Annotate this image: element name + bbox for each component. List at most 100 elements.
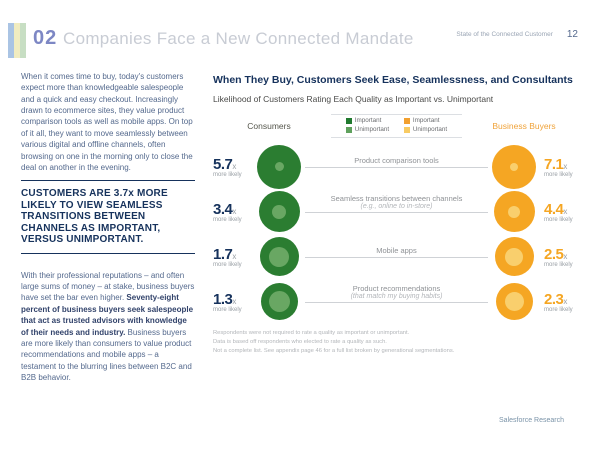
quality-label: Product recommendations — [352, 283, 441, 293]
chart-row-product-recommendations: 1.3x more likely Product recommendations… — [213, 279, 580, 324]
consumer-circle-wrap — [253, 191, 305, 232]
row-center: Seamless transitions between channels (e… — [305, 189, 488, 234]
business-important-swatch-icon — [403, 118, 410, 125]
callout-stat: CUSTOMERS ARE 3.7x MORE LIKELY TO VIEW S… — [21, 188, 168, 246]
divider-top — [21, 180, 195, 182]
chart-row-seamless-transitions: 3.4x more likely Seamless transitions be… — [213, 189, 580, 234]
consumers-column-label: Consumers — [247, 121, 291, 131]
section-number: 02 — [33, 27, 58, 49]
business-unimportant-dot — [504, 292, 524, 311]
business-circle-wrap — [488, 283, 540, 320]
business-important-circle — [493, 191, 535, 232]
stripe-green — [20, 23, 26, 58]
row-center: Product comparison tools — [305, 144, 488, 189]
business-value: 7.1 — [544, 155, 564, 173]
business-unimportant-label: Unimportant — [412, 125, 448, 133]
more-likely-label: more likely — [213, 216, 242, 223]
consumer-multiplier: 1.3x more likely — [213, 291, 253, 313]
consumer-unimportant-dot — [272, 204, 286, 219]
x-suffix: x — [232, 251, 237, 261]
consumer-circle-wrap — [253, 237, 305, 276]
legend-box: Important Unimportant Important Unimport… — [331, 114, 462, 138]
x-suffix: x — [563, 296, 568, 306]
header-right: State of the Connected Customer 12 — [456, 29, 578, 40]
business-unimportant-dot — [510, 162, 518, 171]
row-center: Product recommendations (that match my b… — [305, 279, 488, 324]
business-unimportant-dot — [508, 205, 520, 218]
chart-row-product-comparison-tools: 5.7x more likely Product comparison tool… — [213, 144, 580, 189]
business-unimportant-dot — [505, 247, 523, 266]
more-likely-label: more likely — [544, 171, 573, 178]
x-suffix: x — [563, 251, 568, 261]
consumer-unimportant-label: Unimportant — [354, 125, 390, 133]
x-suffix: x — [563, 206, 568, 216]
x-suffix: x — [232, 206, 237, 216]
more-likely-label: more likely — [213, 171, 242, 178]
quality-label: Seamless transitions between channels — [330, 193, 463, 203]
stripe-blue — [8, 23, 14, 58]
consumer-unimportant-dot — [269, 246, 289, 267]
consumer-important-circle — [258, 191, 300, 232]
section-stripe-bar — [8, 23, 26, 58]
x-suffix: x — [232, 161, 237, 171]
connector-line — [305, 166, 488, 168]
chart-rows: 5.7x more likely Product comparison tool… — [213, 144, 580, 324]
connector-line — [305, 301, 488, 303]
more-likely-label: more likely — [544, 261, 573, 268]
legend-row: Consumers Important Unimportant Importan… — [213, 114, 580, 138]
consumer-multiplier: 1.7x more likely — [213, 246, 253, 268]
consumer-important-circle — [260, 283, 298, 320]
consumer-important-circle — [259, 237, 299, 276]
footnote-line: Respondents were not required to rate a … — [213, 330, 410, 336]
business-important-label: Important — [412, 117, 440, 125]
divider-bottom — [21, 252, 195, 254]
consumer-circle-wrap — [253, 283, 305, 320]
business-legend-group: Important Unimportant — [403, 117, 448, 133]
business-value: 2.5 — [544, 245, 564, 263]
business-buyers-column-label: Business Buyers — [492, 121, 556, 131]
chart-section: When They Buy, Customers Seek Ease, Seam… — [213, 70, 580, 356]
business-circle-wrap — [488, 191, 540, 232]
quality-label: Mobile apps — [376, 245, 417, 255]
consumer-important-swatch-icon — [345, 118, 352, 125]
row-center: Mobile apps — [305, 234, 488, 279]
quality-sublabel: (that match my buying habits) — [350, 292, 443, 300]
page-number: 12 — [566, 29, 578, 40]
consumer-multiplier: 5.7x more likely — [213, 156, 253, 178]
business-multiplier: 2.5x more likely — [540, 246, 580, 268]
connector-line — [305, 211, 488, 213]
business-important-circle — [495, 283, 533, 320]
consumer-unimportant-dot — [268, 291, 290, 312]
chart-title: When They Buy, Customers Seek Ease, Seam… — [213, 74, 573, 86]
stripe-yellow — [14, 23, 20, 58]
x-suffix: x — [563, 161, 568, 171]
consumer-value: 5.7 — [213, 155, 233, 173]
consumer-value: 3.4 — [213, 200, 233, 218]
chart-subtitle: Likelihood of Customers Rating Each Qual… — [213, 94, 494, 104]
consumer-unimportant-dot — [274, 162, 284, 171]
business-multiplier: 7.1x more likely — [540, 156, 580, 178]
footnotes: Respondents were not required to rate a … — [213, 329, 580, 356]
paragraph2-lead: With their professional reputations – an… — [21, 270, 195, 303]
left-text-column: When it comes time to buy, today's custo… — [21, 71, 195, 383]
chart-row-mobile-apps: 1.7x more likely Mobile apps 2.5x more l… — [213, 234, 580, 279]
connector-line — [305, 256, 488, 258]
business-buyers-paragraph: With their professional reputations – an… — [21, 270, 195, 384]
business-important-circle — [494, 237, 534, 276]
business-circle-wrap — [488, 237, 540, 276]
consumer-value: 1.3 — [213, 290, 233, 308]
business-important-legend-item: Important — [403, 117, 447, 125]
business-circle-wrap — [488, 144, 540, 189]
business-value: 4.4 — [544, 200, 564, 218]
more-likely-label: more likely — [544, 306, 573, 313]
more-likely-label: more likely — [213, 261, 242, 268]
consumer-value: 1.7 — [213, 245, 233, 263]
consumer-multiplier: 3.4x more likely — [213, 201, 253, 223]
footnote-line: Data is based off respondents who electe… — [213, 338, 387, 345]
more-likely-label: more likely — [544, 216, 573, 223]
x-suffix: x — [232, 296, 237, 306]
quality-label: Product comparison tools — [354, 155, 439, 165]
more-likely-label: more likely — [213, 306, 242, 313]
section-title: Companies Face a New Connected Mandate — [63, 29, 414, 48]
footnote-line: Not a complete list. See appendix page 4… — [213, 347, 455, 354]
